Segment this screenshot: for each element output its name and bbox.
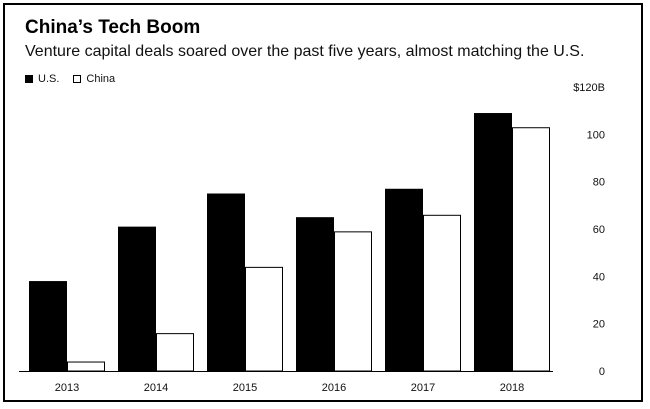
legend-label-china: China: [86, 73, 116, 85]
y-tick-label: 40: [593, 271, 605, 283]
bar-china-2016: [334, 231, 372, 372]
x-tick-label: 2015: [233, 382, 257, 394]
bar-chart: 0 20 40 60 80 100 $120B 2013 2014 2015 2016 2017 201…: [19, 82, 605, 394]
chart-frame: China’s Tech Boom Venture capital deals …: [3, 3, 643, 402]
y-tick-label: 60: [593, 224, 605, 236]
bar-china-2013: [67, 361, 105, 372]
bar-china-2017: [423, 214, 461, 372]
bar-us-2016: [296, 217, 334, 372]
y-tick-label: 0: [599, 366, 605, 378]
legend-label-us: U.S.: [38, 73, 60, 85]
legend-item-china: China: [73, 73, 115, 85]
bar-us-2014: [118, 226, 156, 372]
x-tick-label: 2014: [144, 382, 168, 394]
y-tick-label: 20: [593, 319, 605, 331]
legend-item-us: U.S.: [25, 73, 59, 85]
bar-us-2018: [474, 113, 512, 372]
bar-us-2015: [207, 193, 245, 372]
y-tick-label: $120B: [573, 82, 605, 94]
x-tick-label: 2013: [55, 382, 79, 394]
x-tick-label: 2017: [411, 382, 435, 394]
bar-china-2015: [245, 266, 283, 372]
chart-subtitle: Venture capital deals soared over the pa…: [25, 43, 585, 60]
bar-china-2018: [512, 127, 550, 372]
legend: U.S. China: [25, 72, 129, 86]
bar-us-2017: [385, 188, 423, 372]
chart-title: China’s Tech Boom: [25, 17, 201, 38]
x-tick-label: 2016: [322, 382, 346, 394]
bar-us-2013: [29, 281, 67, 372]
legend-swatch-china: [73, 75, 82, 83]
x-tick-label: 2018: [500, 382, 524, 394]
y-tick-label: 80: [593, 177, 605, 189]
legend-swatch-us: [25, 75, 33, 83]
y-tick-label: 100: [587, 129, 605, 141]
bar-china-2014: [156, 333, 194, 372]
